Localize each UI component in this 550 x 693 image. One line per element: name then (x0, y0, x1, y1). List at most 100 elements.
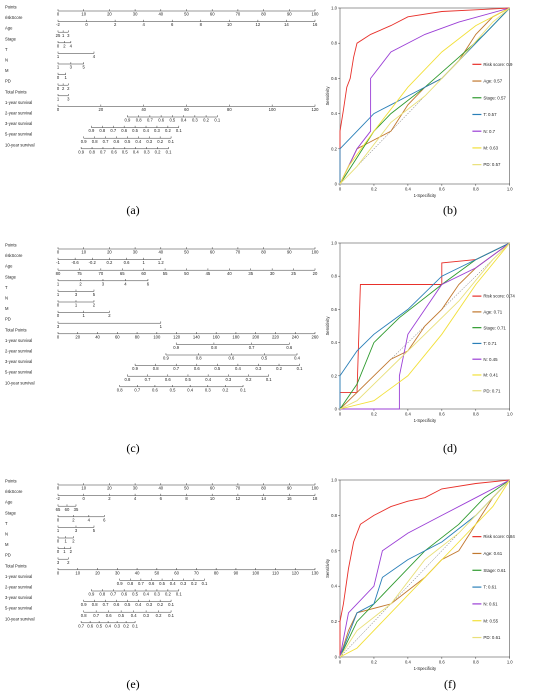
nomogram-tick-label: 100 (252, 570, 260, 575)
nomogram-row-label: 3-year survival (5, 595, 32, 600)
nomogram-tick-label: 0.1 (168, 139, 174, 144)
legend-entry: N: 0.61 (483, 602, 498, 607)
panel-label-c: (c) (126, 441, 139, 455)
nomogram-tick-label: 3 (57, 560, 60, 565)
y-tick-label: 0.8 (331, 274, 337, 279)
legend-entry: T: 0.71 (483, 341, 497, 346)
nomogram-row-label: 2-year survival (5, 585, 32, 590)
nomogram-tick-label: 0.6 (87, 623, 93, 628)
nomogram-tick-label: 0.7 (173, 366, 179, 371)
nomogram-tick-label: 0 (57, 486, 60, 491)
y-tick-label: 1.0 (331, 6, 337, 11)
nomogram-tick-label: 0.3 (114, 623, 120, 628)
y-tick-label: 0.8 (331, 513, 337, 518)
x-tick-label: 0.6 (439, 187, 445, 192)
nomogram-tick-label: 0.4 (105, 623, 111, 628)
nomogram-tick-label: 40 (158, 12, 163, 17)
nomogram-tick-label: 0.8 (89, 149, 95, 154)
roc-plot-frame (339, 242, 510, 410)
roc-chart-d: 00 0.2 0.2 0.4 0.4 0.6 0.6 0.8 0.8 1.0 1.0 1-Specif… (325, 241, 515, 424)
nomogram-tick-label: 0.8 (124, 377, 130, 382)
nomogram-tick-label: 0 (85, 22, 88, 27)
legend-entry: PD: 0.57 (483, 162, 501, 167)
nomogram-tick-label: 0.3 (154, 592, 160, 597)
nomogram-tick-label: 0.3 (256, 366, 262, 371)
nomogram-tick-label: 20 (98, 107, 103, 112)
nomogram-row-label: 1-year survival (5, 338, 32, 343)
nomogram-tick-label: 0.8 (196, 356, 202, 361)
x-tick-label: 0 (339, 187, 342, 192)
nomogram-tick-label: 2 (62, 86, 65, 91)
nomogram-tick-label: 0.6 (158, 118, 164, 123)
nomogram-tick-label: 12 (236, 496, 241, 501)
x-tick-label: 0.2 (371, 187, 377, 192)
nomogram-tick-label: 3 (102, 281, 105, 286)
nomogram-tick-label: 1 (65, 539, 68, 544)
nomogram-tick-label: 0.8 (127, 581, 133, 586)
nomogram-tick-label: 35 (74, 507, 79, 512)
x-tick-label: 1.0 (507, 187, 513, 192)
nomogram-tick-label: 0 (57, 303, 60, 308)
nomogram-tick-label: 40 (135, 570, 140, 575)
nomogram-tick-label: 60 (210, 12, 215, 17)
nomogram-tick-label: 0.9 (124, 118, 130, 123)
nomogram-tick-label: 0.8 (92, 139, 98, 144)
nomogram-tick-label: -0.2 (89, 260, 97, 265)
legend-entry: Age: 0.61 (483, 551, 502, 556)
y-tick-label: 0 (335, 182, 338, 187)
nomogram-tick-label: 0.5 (118, 613, 124, 618)
nomogram-row-label: Points (5, 479, 17, 484)
nomogram-tick-label: 60 (115, 334, 120, 339)
nomogram-tick-label: 0.4 (181, 118, 187, 123)
nomogram-tick-label: 0.5 (96, 623, 102, 628)
nomogram-tick-label: 4 (70, 43, 73, 48)
legend-entry: M: 0.41 (483, 373, 498, 378)
nomogram-tick-label: 25 (56, 33, 61, 38)
nomogram-row-label: 5-year survival (5, 606, 32, 611)
nomogram-tick-label: 0.9 (81, 602, 87, 607)
nomogram-tick-label: 0.7 (93, 613, 99, 618)
nomogram-row-label: Total Points (5, 327, 27, 332)
nomogram-tick-label: 2 (79, 281, 82, 286)
nomogram-tick-label: 60 (141, 271, 146, 276)
nomogram-tick-label: 3 (70, 65, 73, 70)
nomogram-tick-label: 1 (57, 65, 60, 70)
nomogram-tick-label: 100 (312, 12, 320, 17)
nomogram-tick-label: 80 (135, 334, 140, 339)
nomogram-row-label: Stage (5, 274, 17, 279)
nomogram-tick-label: 0.5 (261, 356, 267, 361)
nomogram-tick-label: 0.8 (99, 592, 105, 597)
nomogram-tick-label: 0.4 (131, 613, 137, 618)
nomogram-tick-label: 90 (287, 250, 292, 255)
nomogram-tick-label: 0.6 (121, 128, 127, 133)
nomogram-tick-label: 0.7 (103, 602, 109, 607)
nomogram-tick-label: 3 (67, 96, 70, 101)
nomogram-tick-label: 0.4 (143, 592, 149, 597)
x-tick-label: 0.8 (473, 412, 479, 417)
nomogram-row-label: N (5, 296, 8, 301)
nomogram-tick-label: 3 (67, 33, 70, 38)
nomogram-tick-label: 0.6 (165, 377, 171, 382)
nomogram-tick-label: 80 (56, 271, 61, 276)
x-tick-label: 0.2 (371, 660, 377, 665)
nomogram-tick-label: 0 (57, 539, 60, 544)
roc-plot-frame (339, 7, 510, 185)
nomogram-row-label: 10-year survival (5, 142, 35, 147)
y-axis-label: Sensitivity (325, 316, 330, 336)
nomogram-tick-label: 0.9 (163, 356, 169, 361)
nomogram-tick-label: -1 (56, 260, 60, 265)
nomogram-tick-label: 80 (261, 12, 266, 17)
roc-plot-frame (339, 479, 510, 658)
roc-series-line (339, 242, 510, 409)
nomogram-row-label: T (5, 47, 8, 52)
nomogram-tick-label: 10 (81, 12, 86, 17)
nomogram-tick-label: 1 (57, 96, 60, 101)
nomogram-tick-label: 90 (234, 570, 239, 575)
nomogram-tick-label: 60 (184, 107, 189, 112)
nomogram-tick-label: 40 (158, 250, 163, 255)
nomogram-tick-label: 110 (272, 570, 279, 575)
y-tick-label: 0.4 (331, 584, 337, 589)
legend-entry: N: 0.7 (483, 129, 495, 134)
